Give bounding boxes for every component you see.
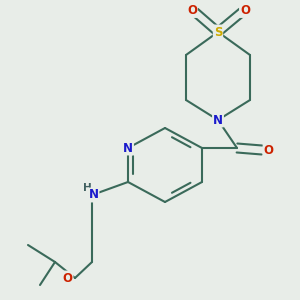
Text: O: O — [62, 272, 73, 284]
Text: N: N — [213, 113, 223, 127]
Text: S: S — [214, 26, 222, 38]
Text: O: O — [264, 143, 274, 157]
Text: O: O — [240, 4, 250, 17]
Text: H: H — [83, 183, 92, 194]
Text: N: N — [123, 142, 133, 154]
Text: O: O — [187, 4, 197, 17]
Text: N: N — [88, 188, 98, 202]
